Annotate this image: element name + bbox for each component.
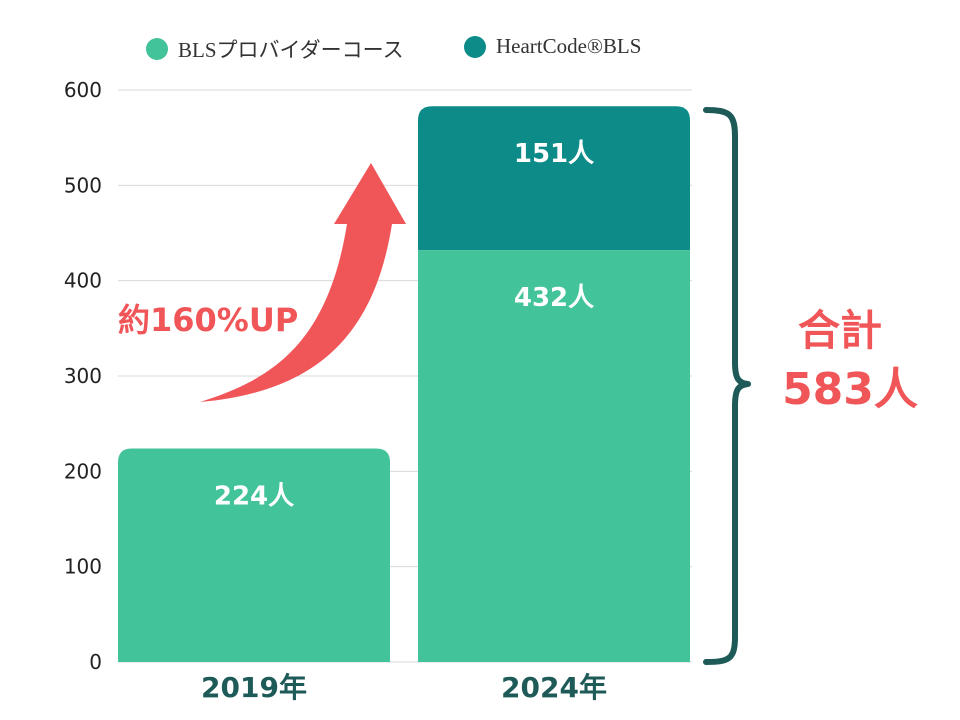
bar-2024-series-0-label: 432人 [514,283,594,313]
legend-swatch-bls-provider [146,38,168,60]
x-category-2024: 2024年 [501,671,607,704]
bars [118,106,690,662]
y-tick-500: 500 [64,173,102,197]
y-tick-600: 600 [64,78,102,102]
bar-labels: 224人 432人 151人 [214,139,594,511]
bar-2024-series-1-label: 151人 [514,139,594,169]
y-tick-0: 0 [89,650,102,674]
y-tick-200: 200 [64,459,102,483]
legend-item-heartcode: HeartCode®BLS [464,34,641,59]
bar-2019-series-0-label: 224人 [214,481,294,511]
y-tick-100: 100 [64,555,102,579]
bar-2019-series-0 [118,448,390,662]
y-tick-300: 300 [64,364,102,388]
chart-legend: BLSプロバイダーコース HeartCode®BLS [0,34,960,68]
annotations: 約160%UP 合計 583人 [118,107,918,665]
x-category-2019: 2019年 [201,671,307,704]
legend-label-bls-provider: BLSプロバイダーコース [178,38,404,62]
x-axis-categories: 2019年 2024年 [201,671,607,704]
y-tick-400: 400 [64,269,102,293]
total-label: 合計 [798,306,882,355]
bar-2024-series-1 [418,106,690,251]
growth-arrow [200,163,406,402]
y-axis-ticks: 0 100 200 300 400 500 600 [64,78,102,674]
legend-label-heartcode: HeartCode®BLS [496,34,642,58]
total-value: 583人 [782,364,918,415]
bar-2024-series-0 [418,250,690,662]
legend-item-bls-provider: BLSプロバイダーコース [146,34,404,64]
total-brace [703,107,751,665]
growth-label: 約160%UP [118,301,298,339]
legend-swatch-heartcode [464,35,486,58]
